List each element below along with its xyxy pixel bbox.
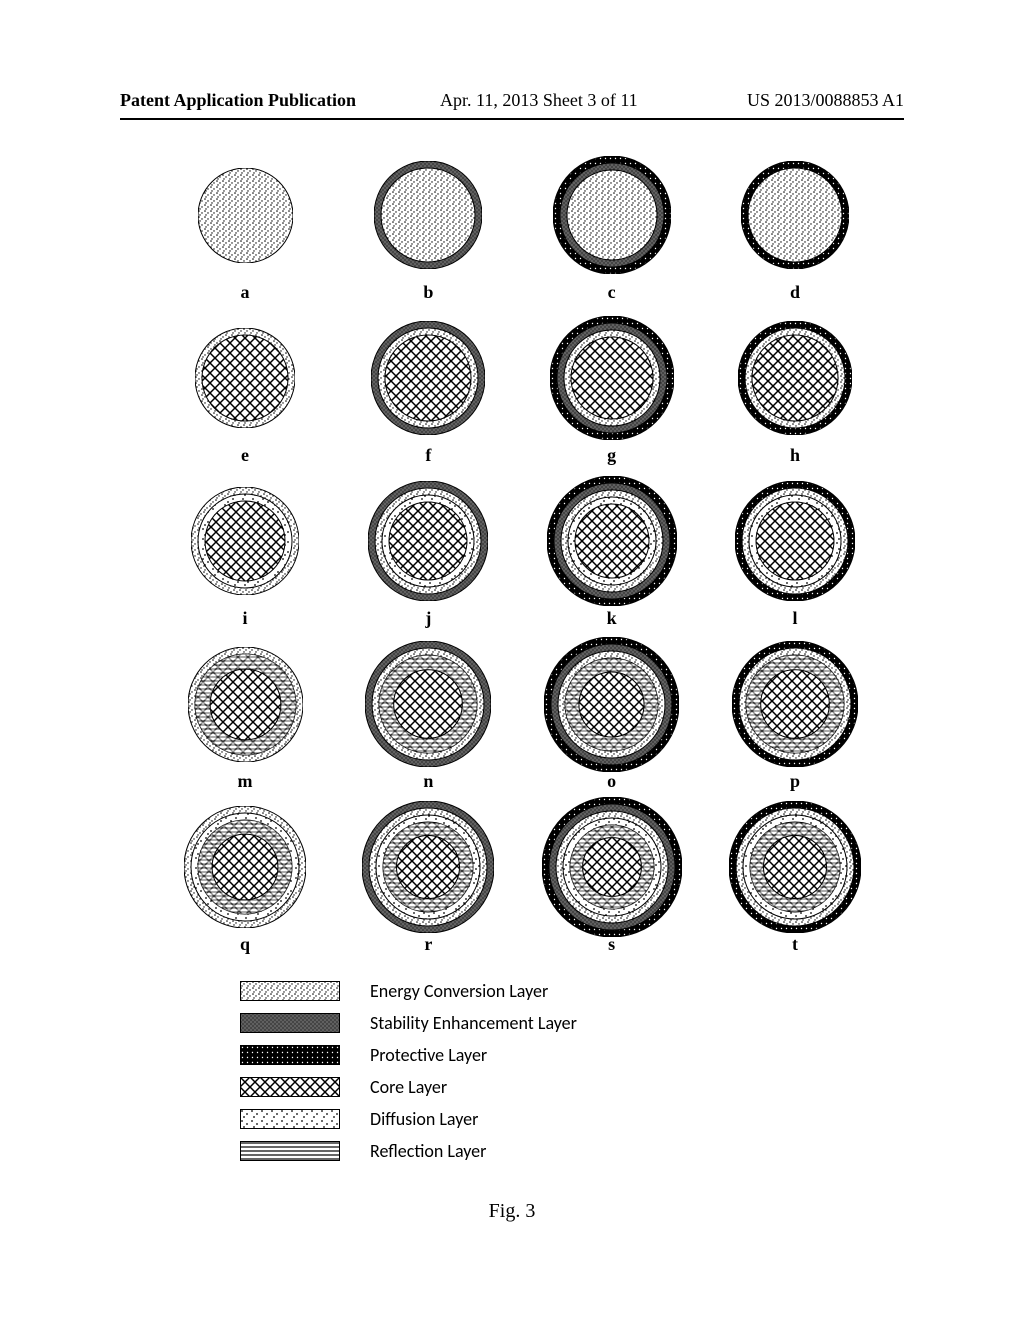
cell-label: c bbox=[537, 282, 687, 303]
grid-cell: l bbox=[720, 476, 870, 629]
legend-swatch bbox=[240, 1045, 340, 1065]
legend-swatch bbox=[240, 1141, 340, 1161]
legend-row: Diffusion Layer bbox=[240, 1108, 577, 1130]
grid-cell: q bbox=[170, 802, 320, 955]
grid-cell: p bbox=[720, 639, 870, 792]
grid-cell: r bbox=[353, 802, 503, 955]
legend-text: Core Layer bbox=[370, 1076, 447, 1098]
circle-diagram bbox=[720, 639, 870, 769]
legend-text: Diffusion Layer bbox=[370, 1108, 478, 1130]
cell-label: n bbox=[353, 771, 503, 792]
circle-diagram bbox=[720, 313, 870, 443]
cell-label: f bbox=[353, 445, 503, 466]
circle-diagram bbox=[720, 150, 870, 280]
grid-cell: m bbox=[170, 639, 320, 792]
cell-label: p bbox=[720, 771, 870, 792]
grid-cell: c bbox=[537, 150, 687, 303]
circle-diagram bbox=[353, 313, 503, 443]
circle-diagram bbox=[353, 802, 503, 932]
legend-row: Stability Enhancement Layer bbox=[240, 1012, 577, 1034]
circle-diagram bbox=[353, 476, 503, 606]
cell-label: l bbox=[720, 608, 870, 629]
grid-cell: e bbox=[170, 313, 320, 466]
figure-caption: Fig. 3 bbox=[0, 1200, 1024, 1223]
circle-grid: a b c d e f g h i j k l m n o p q r s t bbox=[170, 150, 870, 965]
legend-text: Stability Enhancement Layer bbox=[370, 1012, 577, 1034]
page: Patent Application Publication Apr. 11, … bbox=[0, 0, 1024, 1320]
grid-cell: t bbox=[720, 802, 870, 955]
legend-row: Core Layer bbox=[240, 1076, 577, 1098]
circle-diagram bbox=[537, 802, 687, 932]
circle-diagram bbox=[353, 639, 503, 769]
circle-diagram bbox=[720, 476, 870, 606]
grid-cell: k bbox=[537, 476, 687, 629]
grid-cell: f bbox=[353, 313, 503, 466]
circle-diagram bbox=[537, 639, 687, 769]
grid-row: a b c d bbox=[170, 150, 870, 303]
circle-diagram bbox=[720, 802, 870, 932]
header-left: Patent Application Publication bbox=[120, 90, 356, 111]
cell-label: k bbox=[537, 608, 687, 629]
circle-diagram bbox=[170, 802, 320, 932]
grid-cell: i bbox=[170, 476, 320, 629]
legend-row: Protective Layer bbox=[240, 1044, 577, 1066]
circle-diagram bbox=[170, 313, 320, 443]
legend-row: Energy Conversion Layer bbox=[240, 980, 577, 1002]
legend: Energy Conversion Layer Stability Enhance… bbox=[240, 980, 577, 1172]
cell-label: q bbox=[170, 934, 320, 955]
cell-label: j bbox=[353, 608, 503, 629]
grid-cell: h bbox=[720, 313, 870, 466]
circle-diagram bbox=[537, 476, 687, 606]
cell-label: m bbox=[170, 771, 320, 792]
grid-cell: d bbox=[720, 150, 870, 303]
grid-cell: n bbox=[353, 639, 503, 792]
grid-row: i j k l bbox=[170, 476, 870, 629]
cell-label: i bbox=[170, 608, 320, 629]
legend-swatch bbox=[240, 1013, 340, 1033]
legend-swatch bbox=[240, 1109, 340, 1129]
legend-swatch bbox=[240, 981, 340, 1001]
circle-diagram bbox=[537, 313, 687, 443]
cell-label: g bbox=[537, 445, 687, 466]
grid-row: m n o p bbox=[170, 639, 870, 792]
circle-diagram bbox=[170, 476, 320, 606]
legend-text: Protective Layer bbox=[370, 1044, 487, 1066]
grid-cell: s bbox=[537, 802, 687, 955]
legend-text: Reflection Layer bbox=[370, 1140, 486, 1162]
grid-cell: g bbox=[537, 313, 687, 466]
circle-diagram bbox=[170, 150, 320, 280]
cell-label: d bbox=[720, 282, 870, 303]
cell-label: h bbox=[720, 445, 870, 466]
legend-row: Reflection Layer bbox=[240, 1140, 577, 1162]
cell-label: r bbox=[353, 934, 503, 955]
grid-cell: j bbox=[353, 476, 503, 629]
grid-cell: o bbox=[537, 639, 687, 792]
grid-row: q r s t bbox=[170, 802, 870, 955]
cell-label: s bbox=[537, 934, 687, 955]
cell-label: b bbox=[353, 282, 503, 303]
legend-swatch bbox=[240, 1077, 340, 1097]
circle-diagram bbox=[537, 150, 687, 280]
header-rule bbox=[120, 118, 904, 120]
circle-diagram bbox=[353, 150, 503, 280]
circle-diagram bbox=[170, 639, 320, 769]
header-center: Apr. 11, 2013 Sheet 3 of 11 bbox=[440, 90, 638, 111]
cell-label: t bbox=[720, 934, 870, 955]
legend-text: Energy Conversion Layer bbox=[370, 980, 548, 1002]
grid-cell: b bbox=[353, 150, 503, 303]
cell-label: a bbox=[170, 282, 320, 303]
cell-label: e bbox=[170, 445, 320, 466]
grid-row: e f g h bbox=[170, 313, 870, 466]
cell-label: o bbox=[537, 771, 687, 792]
header-right: US 2013/0088853 A1 bbox=[747, 90, 904, 111]
grid-cell: a bbox=[170, 150, 320, 303]
